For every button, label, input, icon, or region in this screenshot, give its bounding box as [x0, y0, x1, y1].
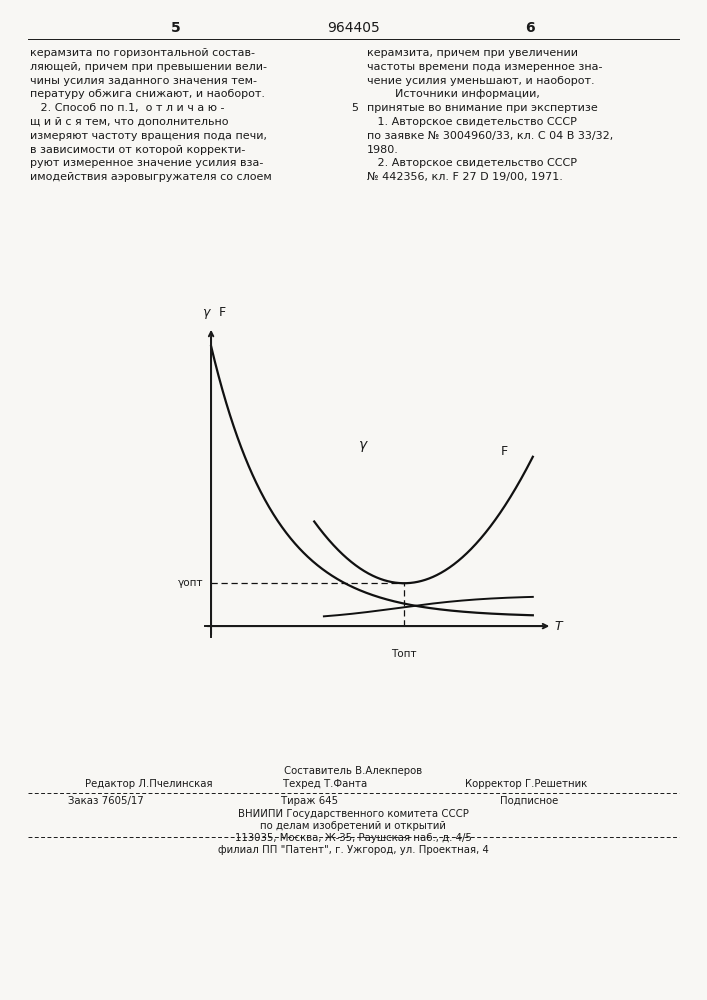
- Text: ВНИИПИ Государственного комитета СССР: ВНИИПИ Государственного комитета СССР: [238, 809, 469, 819]
- Text: Источники информации,: Источники информации,: [367, 89, 540, 99]
- Text: Корректор Г.Решетник: Корректор Г.Решетник: [465, 779, 588, 789]
- Text: щ и й с я тем, что дополнительно: щ и й с я тем, что дополнительно: [30, 117, 228, 127]
- Text: Подписное: Подписное: [500, 796, 559, 806]
- Text: 5: 5: [171, 21, 181, 35]
- Text: измеряют частоту вращения пода печи,: измеряют частоту вращения пода печи,: [30, 131, 267, 141]
- Text: 1980.: 1980.: [367, 145, 399, 155]
- Text: Топт: Топт: [392, 649, 417, 659]
- Text: Техред Т.Фанта: Техред Т.Фанта: [283, 779, 367, 789]
- Text: 1. Авторское свидетельство СССР: 1. Авторское свидетельство СССР: [367, 117, 577, 127]
- Text: 6: 6: [525, 21, 534, 35]
- Text: ляющей, причем при превышении вели-: ляющей, причем при превышении вели-: [30, 62, 267, 72]
- Text: филиал ПП "Патент", г. Ужгород, ул. Проектная, 4: филиал ПП "Патент", г. Ужгород, ул. Прое…: [218, 845, 489, 855]
- Text: в зависимости от которой корректи-: в зависимости от которой корректи-: [30, 145, 245, 155]
- Text: Составитель В.Алекперов: Составитель В.Алекперов: [284, 766, 422, 776]
- Text: частоты времени пода измеренное зна-: частоты времени пода измеренное зна-: [367, 62, 602, 72]
- Text: чение усилия уменьшают, и наоборот.: чение усилия уменьшают, и наоборот.: [367, 76, 595, 86]
- Text: керамзита, причем при увеличении: керамзита, причем при увеличении: [367, 48, 578, 58]
- Text: керамзита по горизонтальной состав-: керамзита по горизонтальной состав-: [30, 48, 255, 58]
- Text: F: F: [219, 306, 226, 319]
- Text: T: T: [555, 620, 562, 633]
- Text: чины усилия заданного значения тем-: чины усилия заданного значения тем-: [30, 76, 257, 86]
- Text: Заказ 7605/17: Заказ 7605/17: [68, 796, 144, 806]
- Text: γ: γ: [359, 438, 368, 452]
- Text: имодействия аэровыгружателя со слоем: имодействия аэровыгружателя со слоем: [30, 172, 271, 182]
- Text: 964405: 964405: [327, 21, 380, 35]
- Text: руют измеренное значение усилия вза-: руют измеренное значение усилия вза-: [30, 158, 264, 168]
- Text: 2. Авторское свидетельство СССР: 2. Авторское свидетельство СССР: [367, 158, 577, 168]
- Text: Редактор Л.Пчелинская: Редактор Л.Пчелинская: [85, 779, 213, 789]
- Text: Тираж 645: Тираж 645: [281, 796, 339, 806]
- Text: 2. Способ по п.1,  о т л и ч а ю -: 2. Способ по п.1, о т л и ч а ю -: [30, 103, 225, 113]
- Text: γопт: γопт: [177, 578, 203, 588]
- Text: пературу обжига снижают, и наоборот.: пературу обжига снижают, и наоборот.: [30, 89, 265, 99]
- Text: 113035, Москва, Ж-35, Раушская наб., д. 4/5: 113035, Москва, Ж-35, Раушская наб., д. …: [235, 833, 472, 843]
- Text: по заявке № 3004960/33, кл. С 04 В 33/32,: по заявке № 3004960/33, кл. С 04 В 33/32…: [367, 131, 613, 141]
- Text: по делам изобретений и открытий: по делам изобретений и открытий: [260, 821, 446, 831]
- Text: γ: γ: [202, 306, 209, 319]
- Text: № 442356, кл. F 27 D 19/00, 1971.: № 442356, кл. F 27 D 19/00, 1971.: [367, 172, 563, 182]
- Text: принятые во внимание при экспертизе: принятые во внимание при экспертизе: [367, 103, 597, 113]
- Text: 5: 5: [351, 103, 358, 113]
- Text: F: F: [501, 445, 508, 458]
